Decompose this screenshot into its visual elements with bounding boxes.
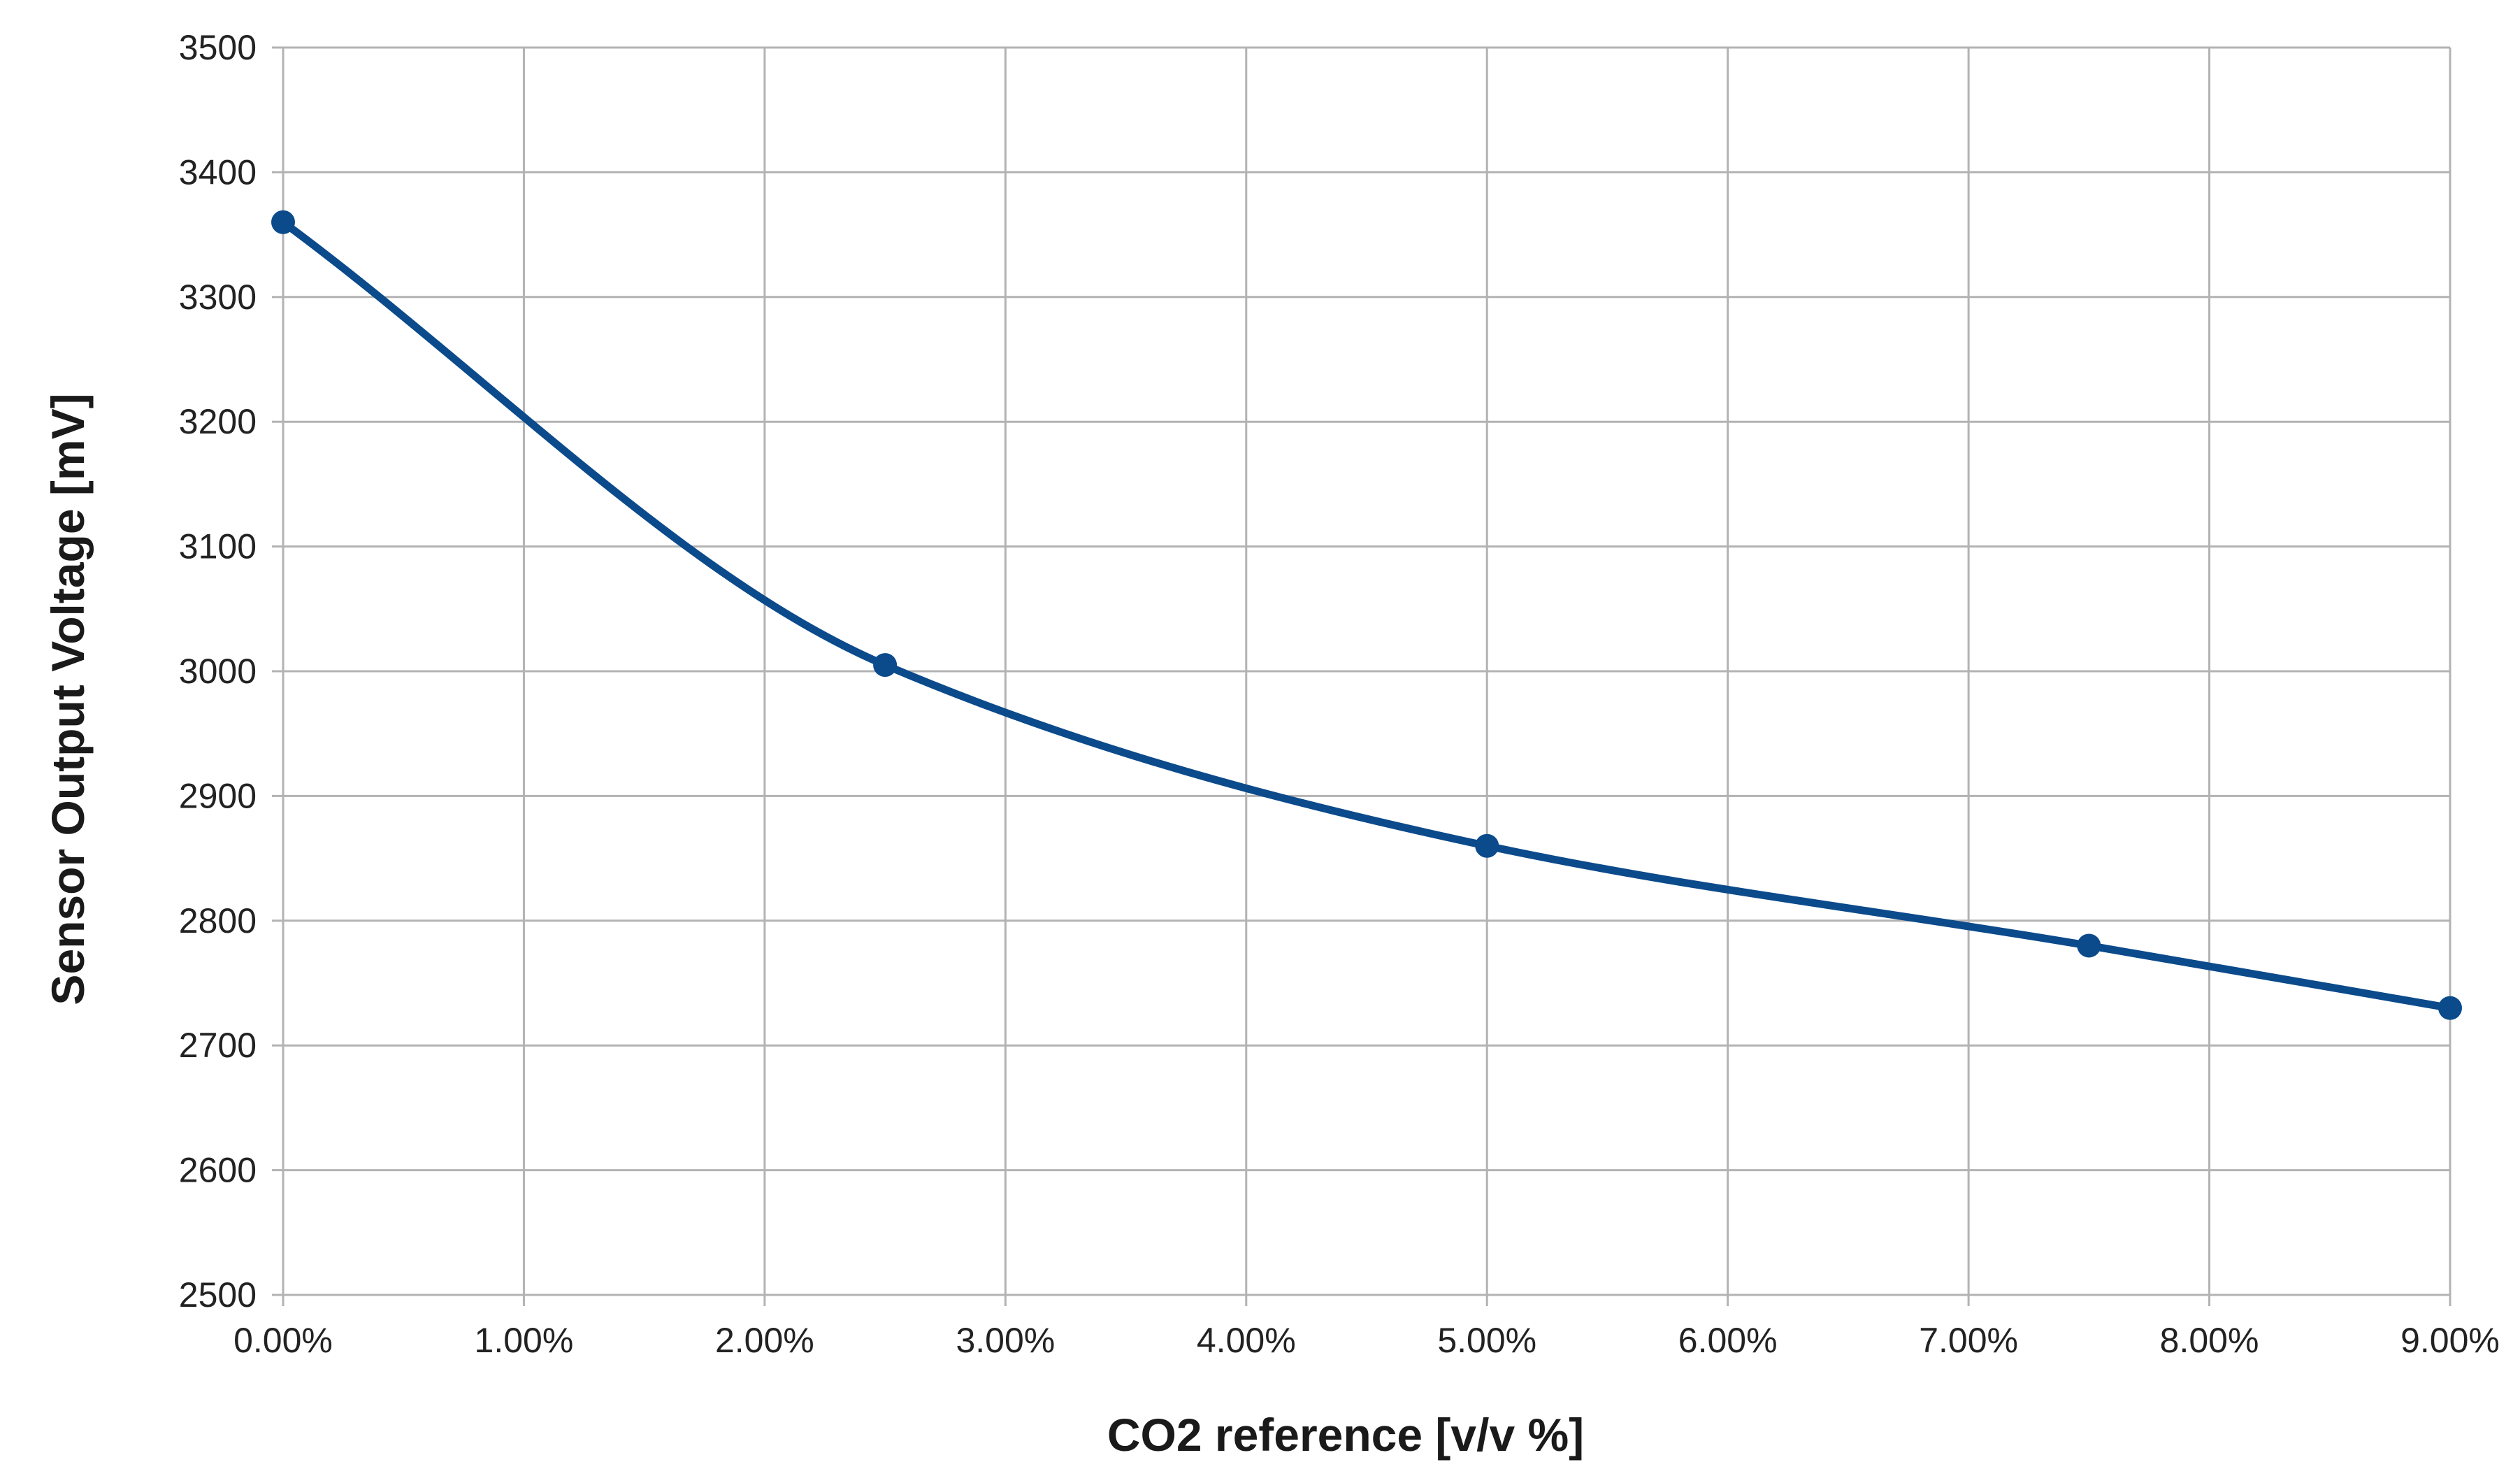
x-tick-label: 0.00% <box>233 1321 333 1360</box>
y-tick-label: 2600 <box>179 1151 257 1190</box>
y-tick-label: 3200 <box>179 402 257 441</box>
data-point <box>1475 833 1499 858</box>
x-tick-label: 5.00% <box>1437 1321 1536 1360</box>
y-tick-label: 2800 <box>179 901 257 940</box>
x-tick-label: 3.00% <box>956 1321 1055 1360</box>
y-tick-label: 2500 <box>179 1275 257 1314</box>
data-point <box>2077 933 2101 958</box>
y-tick-label: 3500 <box>179 28 257 67</box>
x-tick-label: 1.00% <box>475 1321 574 1360</box>
y-tick-label: 3400 <box>179 152 257 192</box>
tick-labels: 2500 2600 2700 2800 2900 3000 3100 3200 3300 3400… <box>179 28 2500 1360</box>
data-point <box>271 210 295 234</box>
y-tick-label: 2900 <box>179 776 257 815</box>
x-tick-label: 2.00% <box>715 1321 814 1360</box>
x-axis-title: CO2 reference [v/v %] <box>1107 1409 1584 1461</box>
x-tick-label: 9.00% <box>2400 1321 2500 1360</box>
x-tick-label: 8.00% <box>2160 1321 2259 1360</box>
series-line <box>279 218 2454 1012</box>
data-point <box>873 653 898 678</box>
y-tick-label: 2700 <box>179 1026 257 1065</box>
y-tick-label: 3300 <box>179 278 257 317</box>
x-tick-label: 4.00% <box>1197 1321 1296 1360</box>
y-axis-title: Sensor Output Voltage [mV] <box>42 393 94 1005</box>
gridlines <box>282 46 2451 1296</box>
x-tick-label: 7.00% <box>1919 1321 2018 1360</box>
y-tick-label: 3100 <box>179 527 257 566</box>
series-layer <box>271 210 2462 1020</box>
axes <box>272 46 2451 1306</box>
y-tick-label: 3000 <box>179 652 257 691</box>
data-point <box>2438 996 2462 1020</box>
x-tick-label: 6.00% <box>1678 1321 1778 1360</box>
